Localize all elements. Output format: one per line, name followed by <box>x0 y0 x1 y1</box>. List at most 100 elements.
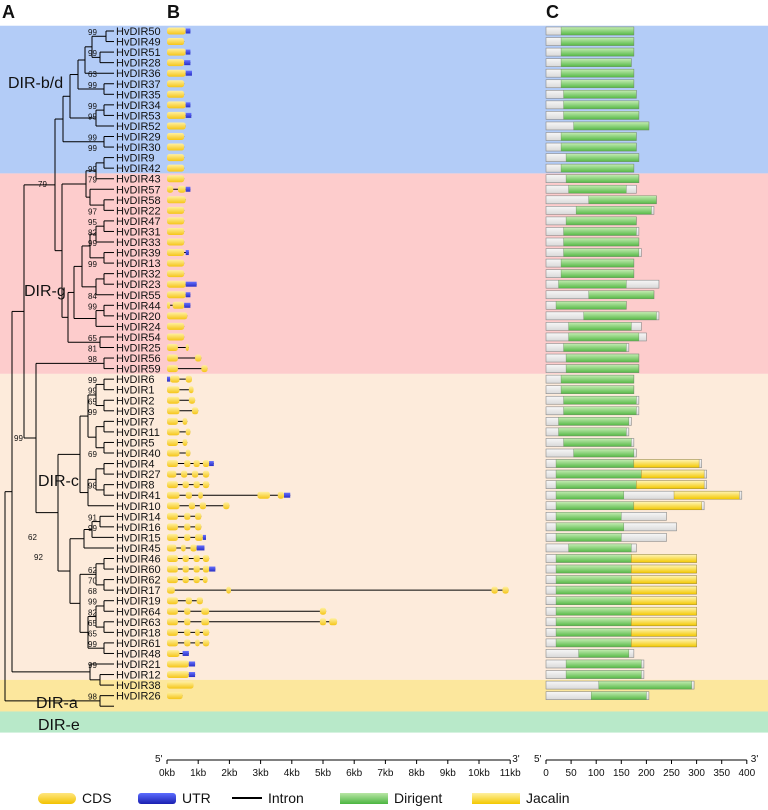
cds-swatch <box>38 792 76 804</box>
cds-block <box>319 607 327 615</box>
utr-block <box>185 292 191 298</box>
cds-block <box>196 597 203 605</box>
cds-block <box>167 428 180 436</box>
dirigent-domain <box>565 670 642 679</box>
gene-label: HvDIR62 <box>116 575 161 587</box>
gene-label: HvDIR10 <box>116 501 161 513</box>
dirigent-domain <box>555 607 632 616</box>
gene-label: HvDIR1 <box>116 385 155 397</box>
cds-block <box>184 460 191 468</box>
gene-label: HvDIR64 <box>116 606 161 618</box>
dirigent-domain <box>563 343 627 352</box>
cds-block <box>184 533 191 541</box>
gene-label: HvDIR35 <box>116 89 161 101</box>
dirigent-domain <box>555 491 625 500</box>
cds-block <box>167 354 178 362</box>
bootstrap-value: 99 <box>88 376 97 385</box>
gene-label: HvDIR20 <box>116 311 161 323</box>
cds-block <box>167 692 183 700</box>
gene-label: HvDIR41 <box>116 490 161 502</box>
dirigent-domain <box>560 26 635 36</box>
group-name: DIR-g <box>24 283 66 300</box>
bootstrap-value: 99 <box>88 165 97 174</box>
panel-label-c: C <box>546 2 559 22</box>
cds-block <box>167 217 185 225</box>
dirigent-domain <box>555 638 632 648</box>
gene-label: HvDIR8 <box>116 480 155 492</box>
cds-block <box>167 312 188 320</box>
bootstrap-value: 81 <box>88 345 97 354</box>
cds-block <box>167 628 178 636</box>
jacalin-domain <box>636 480 705 489</box>
cds-block <box>167 438 178 446</box>
bootstrap-value: 99 <box>88 102 97 111</box>
gene-label: HvDIR6 <box>116 374 155 386</box>
cds-block <box>172 301 185 309</box>
jacalin-domain <box>631 628 697 637</box>
cds-block <box>188 386 194 394</box>
dirigent-domain <box>563 248 640 257</box>
jacalin-domain <box>631 617 697 626</box>
axis-b-tick-label: 8kb <box>409 768 426 779</box>
dirigent-domain <box>555 469 642 479</box>
utr-block <box>185 186 191 192</box>
axis-b-tick-label: 3kb <box>253 768 270 779</box>
axis-b-tick-label: 4kb <box>284 768 301 779</box>
dirigent-domain <box>568 543 632 553</box>
gene-label: HvDIR43 <box>116 174 161 186</box>
gene-label: HvDIR2 <box>116 395 155 407</box>
gene-label: HvDIR60 <box>116 564 161 576</box>
group-name: DIR-c <box>38 473 79 490</box>
dirigent-domain <box>578 649 630 658</box>
bootstrap-value: 70 <box>88 577 97 586</box>
cds-block <box>167 206 185 214</box>
bootstrap-value: 95 <box>88 112 97 121</box>
panel-label-b: B <box>167 2 180 22</box>
cds-block <box>167 396 180 404</box>
gene-label: HvDIR31 <box>116 226 161 238</box>
cds-block <box>184 618 191 626</box>
dirigent-domain <box>560 374 635 384</box>
dirigent-domain <box>565 353 640 363</box>
jacalin-domain <box>633 459 700 468</box>
cds-block <box>167 555 178 562</box>
cds-block <box>167 481 178 489</box>
axis-c-tick-label: 200 <box>638 768 655 779</box>
dirigent-domain <box>555 301 627 310</box>
cds-block <box>202 576 208 584</box>
utr-swatch <box>138 792 176 804</box>
cds-block <box>193 555 200 562</box>
dirigent-domain <box>560 258 635 268</box>
legend-cds: CDS <box>38 790 112 806</box>
gene-label: HvDIR47 <box>116 216 161 228</box>
dirigent-domain <box>558 280 627 289</box>
bootstrap-value: 62 <box>28 533 37 542</box>
gene-label: HvDIR54 <box>116 332 161 344</box>
dirigent-domain <box>560 37 635 46</box>
cds-block <box>167 101 186 109</box>
cds-block <box>167 38 185 46</box>
jacalin-domain <box>631 596 697 605</box>
cds-block <box>195 354 202 362</box>
axis-b-tick-label: 6kb <box>346 768 363 779</box>
bootstrap-value: 99 <box>88 408 97 417</box>
dirigent-domain <box>568 185 627 194</box>
cds-block <box>167 523 178 531</box>
cds-block <box>177 185 186 193</box>
gene-label: HvDIR14 <box>116 511 161 523</box>
panel-label-a: A <box>2 2 15 22</box>
axis-b-tick-label: 5kb <box>315 768 332 779</box>
cds-block <box>167 259 185 267</box>
cds-block <box>167 586 175 594</box>
utr-block <box>209 461 214 467</box>
cds-block <box>202 481 210 489</box>
cds-block <box>167 175 185 183</box>
dirigent-domain <box>555 459 635 468</box>
gene-label: HvDIR5 <box>116 437 155 449</box>
cds-block <box>188 396 196 404</box>
gene-label: HvDIR25 <box>116 343 161 355</box>
dirigent-domain <box>575 206 652 215</box>
gene-label: HvDIR11 <box>116 427 160 439</box>
cds-block <box>167 122 186 130</box>
